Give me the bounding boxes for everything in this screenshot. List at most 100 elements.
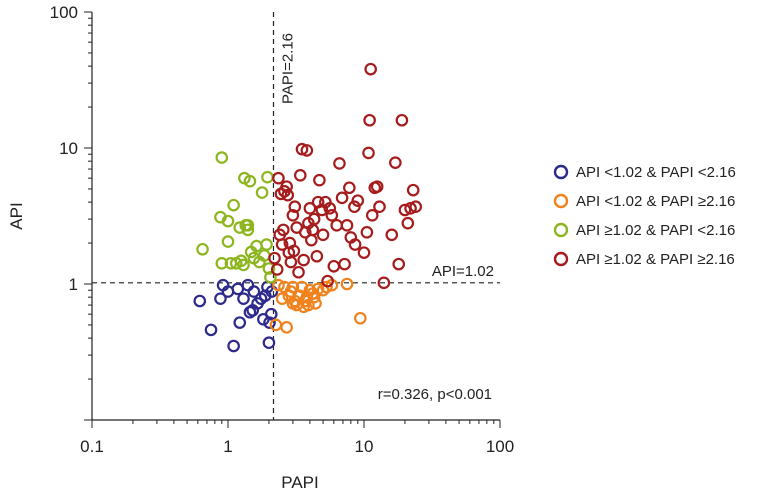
data-point <box>237 258 250 272</box>
data-point <box>272 171 285 185</box>
data-point <box>362 146 375 160</box>
series-1 <box>193 278 279 353</box>
legend: API <1.02 & PAPI <2.16 API <1.02 & PAPI ≥… <box>553 164 736 268</box>
data-point <box>370 180 384 193</box>
horizontal-reference-label: API=1.02 <box>432 263 494 280</box>
data-point <box>243 174 257 188</box>
legend-marker-2 <box>553 193 569 209</box>
data-point <box>193 294 207 308</box>
data-point <box>395 113 409 127</box>
legend-label-2: API <1.02 & PAPI ≥2.16 <box>576 193 735 210</box>
legend-label-3: API ≥1.02 & PAPI <2.16 <box>576 222 735 239</box>
data-point <box>354 311 367 325</box>
legend-marker-4 <box>553 251 569 267</box>
data-point <box>280 180 293 193</box>
data-point <box>313 173 326 187</box>
data-point <box>221 214 235 228</box>
x-axis-title: PAPI <box>281 473 318 492</box>
data-point <box>265 285 279 298</box>
data-point <box>286 208 300 222</box>
data-point <box>340 277 354 291</box>
data-point <box>286 280 300 294</box>
data-point <box>241 219 255 232</box>
data-point <box>255 186 269 199</box>
data-point <box>270 263 284 276</box>
legend-label-4: API ≥1.02 & PAPI ≥2.16 <box>576 251 735 268</box>
data-point <box>241 223 255 237</box>
data-point <box>237 292 250 305</box>
series-2 <box>269 277 367 334</box>
data-point <box>302 298 315 312</box>
data-point <box>392 257 406 271</box>
data-points <box>193 62 423 353</box>
data-point <box>295 280 309 294</box>
data-point <box>343 181 356 195</box>
data-point <box>325 208 339 222</box>
data-point <box>377 276 391 290</box>
data-point <box>276 223 290 237</box>
legend-label-1: API <1.02 & PAPI <2.16 <box>576 164 736 181</box>
data-point <box>227 339 240 353</box>
data-point <box>293 168 307 182</box>
data-point <box>406 183 420 197</box>
data-point <box>264 271 277 284</box>
data-point <box>215 151 229 164</box>
data-point <box>365 208 379 222</box>
data-point <box>288 200 302 214</box>
y-tick-label: 1 <box>69 275 78 294</box>
data-point <box>348 200 361 214</box>
data-point <box>340 219 354 232</box>
data-point <box>303 202 317 215</box>
data-point <box>327 259 341 273</box>
legend-marker-3 <box>553 222 569 238</box>
data-point <box>309 297 322 310</box>
data-point <box>398 203 412 217</box>
data-point <box>281 188 295 202</box>
data-point <box>357 246 371 259</box>
data-point <box>307 212 321 226</box>
data-point <box>246 304 260 317</box>
data-point <box>409 200 423 214</box>
data-point <box>321 274 334 288</box>
data-point <box>196 242 209 256</box>
data-point <box>241 278 255 292</box>
x-tick-label: 0.1 <box>80 437 104 456</box>
data-point <box>233 316 247 329</box>
data-point <box>310 249 324 263</box>
data-point <box>264 307 278 321</box>
data-point <box>297 253 310 267</box>
data-point <box>215 256 229 270</box>
data-point <box>262 336 276 350</box>
series-3 <box>196 151 277 284</box>
data-point <box>401 216 415 230</box>
data-point <box>286 297 300 310</box>
data-point <box>204 323 218 337</box>
data-point <box>214 292 227 305</box>
data-point <box>351 194 365 207</box>
axis-ticks <box>84 11 501 428</box>
data-point <box>373 200 386 214</box>
vertical-reference-label: PAPI=2.16 <box>279 33 296 104</box>
data-point <box>280 321 293 334</box>
data-point <box>221 235 235 248</box>
data-point <box>275 292 289 305</box>
data-point <box>389 156 402 169</box>
data-point <box>261 170 274 184</box>
y-axis-title: API <box>7 202 26 229</box>
data-point <box>335 191 349 205</box>
x-tick-label: 10 <box>355 437 374 456</box>
data-point <box>307 290 321 304</box>
data-point <box>305 233 318 247</box>
x-tick-label: 100 <box>486 437 514 456</box>
data-point <box>275 238 289 251</box>
data-point <box>300 144 314 157</box>
data-point <box>260 238 273 251</box>
data-point <box>233 221 247 234</box>
y-tick-label: 100 <box>50 3 78 22</box>
data-point <box>268 251 281 265</box>
data-point <box>269 318 283 332</box>
data-point <box>364 62 377 76</box>
data-point <box>316 228 330 242</box>
data-point <box>284 255 298 269</box>
